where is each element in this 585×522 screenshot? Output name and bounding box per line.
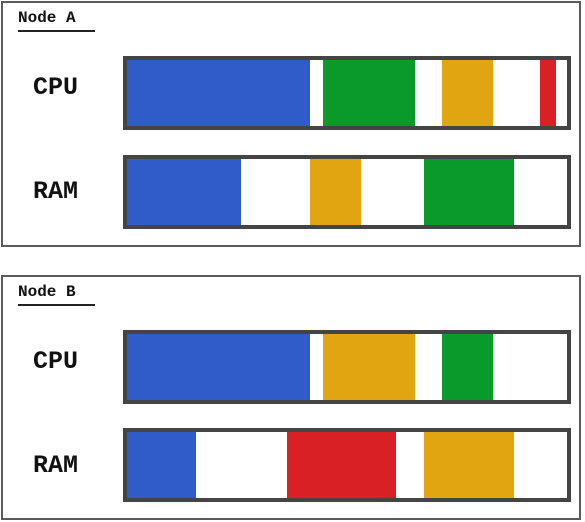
cpu-usage-bar — [123, 330, 571, 404]
node-title-underline — [18, 30, 95, 32]
segment-blue — [127, 60, 310, 126]
segment-green — [424, 159, 514, 225]
resource-label-cpu: CPU — [33, 73, 79, 102]
segment-amber — [442, 60, 493, 126]
segment-amber — [323, 334, 415, 400]
resource-label-cpu: CPU — [33, 347, 79, 376]
segment-blue — [127, 159, 241, 225]
node-panel-a: Node A CPU RAM — [1, 1, 581, 247]
node-title: Node B — [18, 283, 76, 301]
segment-amber — [310, 159, 361, 225]
node-title-underline — [18, 304, 95, 306]
ram-usage-bar — [123, 155, 571, 229]
resource-label-ram: RAM — [33, 177, 79, 206]
segment-amber — [424, 432, 514, 498]
node-title: Node A — [18, 9, 76, 27]
cpu-usage-bar — [123, 56, 571, 130]
node-panel-b: Node B CPU RAM — [1, 275, 581, 520]
segment-blue — [127, 432, 196, 498]
segment-green — [323, 60, 415, 126]
segment-blue — [127, 334, 310, 400]
resource-label-ram: RAM — [33, 451, 79, 480]
ram-usage-bar — [123, 428, 571, 502]
segment-green — [442, 334, 493, 400]
segment-red — [287, 432, 396, 498]
segment-red — [540, 60, 556, 126]
